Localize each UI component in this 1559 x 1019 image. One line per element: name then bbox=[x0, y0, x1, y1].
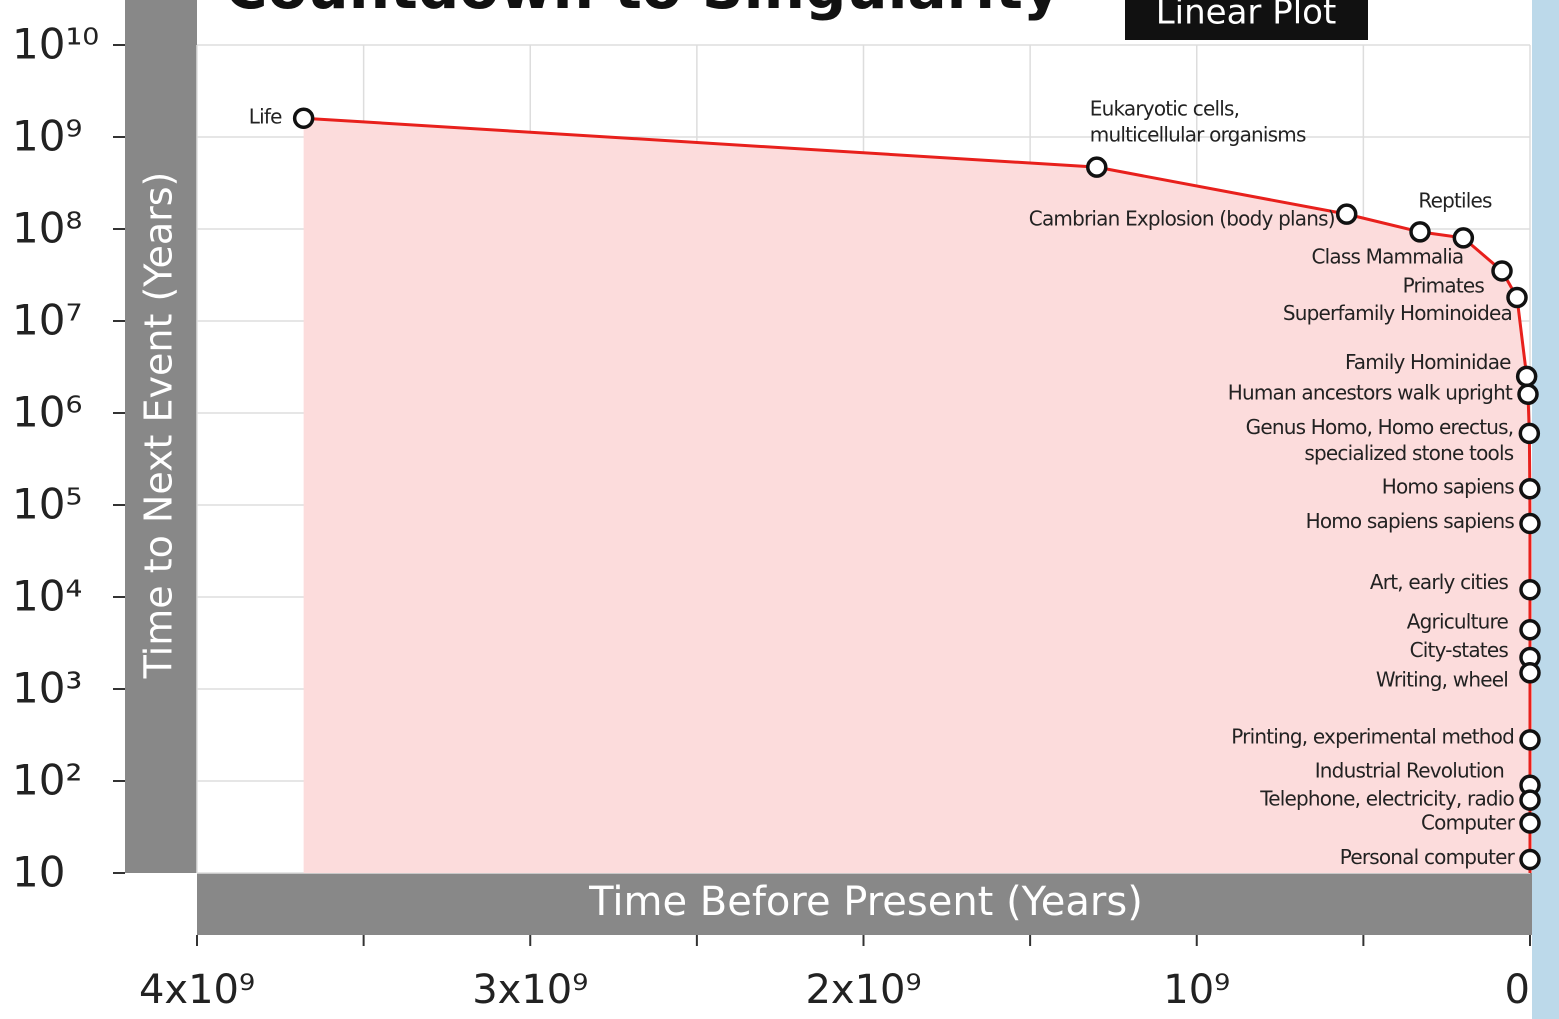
point-label: Life bbox=[249, 105, 282, 129]
point bbox=[1491, 260, 1513, 282]
y-tick-label: 10⁸ bbox=[12, 204, 82, 253]
background-strip bbox=[1532, 0, 1559, 1019]
point bbox=[1519, 729, 1541, 751]
point bbox=[1517, 383, 1539, 405]
chart-title: Countdown to Singularity bbox=[225, 0, 1061, 22]
point bbox=[1519, 848, 1541, 871]
y-tick-label: 10⁹ bbox=[12, 112, 82, 161]
x-tick-label: 4x10⁹ bbox=[139, 967, 255, 1013]
point-label: Reptiles bbox=[1418, 188, 1492, 212]
point bbox=[1519, 619, 1541, 641]
point bbox=[1518, 422, 1541, 445]
point-label: Superfamily Hominoidea bbox=[1283, 301, 1512, 325]
point bbox=[1519, 662, 1541, 684]
point-label: Personal computer bbox=[1340, 845, 1516, 869]
badge: Linear Plot bbox=[1156, 0, 1337, 33]
point bbox=[1409, 221, 1431, 243]
point-label: Computer bbox=[1421, 810, 1516, 834]
point bbox=[1519, 789, 1541, 811]
y-tick-label: 10⁵ bbox=[12, 480, 82, 529]
badge-box bbox=[1125, 0, 1368, 40]
y-tick-label: 10 bbox=[12, 848, 65, 897]
plot: Life Eukaryotic cells,multicellular organ… bbox=[249, 97, 1541, 874]
point-label: Cambrian Explosion (body plans) bbox=[1029, 207, 1335, 231]
point bbox=[1519, 512, 1541, 535]
y-tick-label: 10⁴ bbox=[12, 572, 82, 621]
point-label: Telephone, electricity, radio bbox=[1259, 787, 1514, 811]
point-label: Eukaryotic cells, bbox=[1090, 97, 1239, 121]
point-label: Homo sapiens bbox=[1382, 474, 1514, 498]
x-tick-label: 10⁹ bbox=[1163, 967, 1230, 1013]
point-label: Industrial Revolution bbox=[1315, 759, 1504, 783]
x-tick-label: 0 bbox=[1505, 967, 1530, 1013]
point bbox=[1452, 227, 1475, 249]
point-label: Genus Homo, Homo erectus, bbox=[1246, 415, 1514, 439]
y-tick-label: 10¹⁰ bbox=[12, 20, 99, 69]
y-axis-band bbox=[125, 0, 197, 873]
y-tick-label: 10² bbox=[12, 756, 82, 805]
point-label: Human ancestors walk upright bbox=[1228, 381, 1513, 405]
point bbox=[1519, 812, 1541, 834]
x-axis-title: Time Before Present (Years) bbox=[588, 879, 1143, 925]
point-label: Family Hominidae bbox=[1345, 350, 1511, 374]
x-axis-band bbox=[197, 873, 1532, 935]
point-label: Writing, wheel bbox=[1376, 667, 1508, 691]
x-tick-label: 2x10⁹ bbox=[805, 967, 921, 1013]
point bbox=[1335, 203, 1358, 225]
point bbox=[1086, 156, 1108, 178]
area bbox=[303, 118, 1530, 874]
x-tick-label: 3x10⁹ bbox=[472, 967, 588, 1013]
point-label: City-states bbox=[1410, 638, 1509, 662]
point bbox=[1515, 365, 1538, 388]
point bbox=[1506, 286, 1528, 309]
point-label: Art, early cities bbox=[1370, 570, 1508, 594]
point-label: Primates bbox=[1403, 273, 1485, 297]
point-label: Printing, experimental method bbox=[1231, 724, 1514, 748]
point-label: Agriculture bbox=[1407, 609, 1509, 633]
point bbox=[1519, 478, 1541, 500]
y-tick-label: 10⁶ bbox=[12, 388, 82, 437]
y-tick-label: 10⁷ bbox=[12, 296, 82, 345]
point-label: Class Mammalia bbox=[1311, 244, 1463, 268]
y-axis-title: Time to Next Event (Years) bbox=[137, 172, 181, 680]
point-label: multicellular organisms bbox=[1090, 123, 1306, 147]
point-label: Homo sapiens sapiens bbox=[1306, 509, 1515, 533]
y-tick-label: 10³ bbox=[12, 664, 82, 713]
point-label: specialized stone tools bbox=[1304, 441, 1513, 465]
point bbox=[1519, 578, 1541, 601]
point bbox=[292, 107, 315, 129]
